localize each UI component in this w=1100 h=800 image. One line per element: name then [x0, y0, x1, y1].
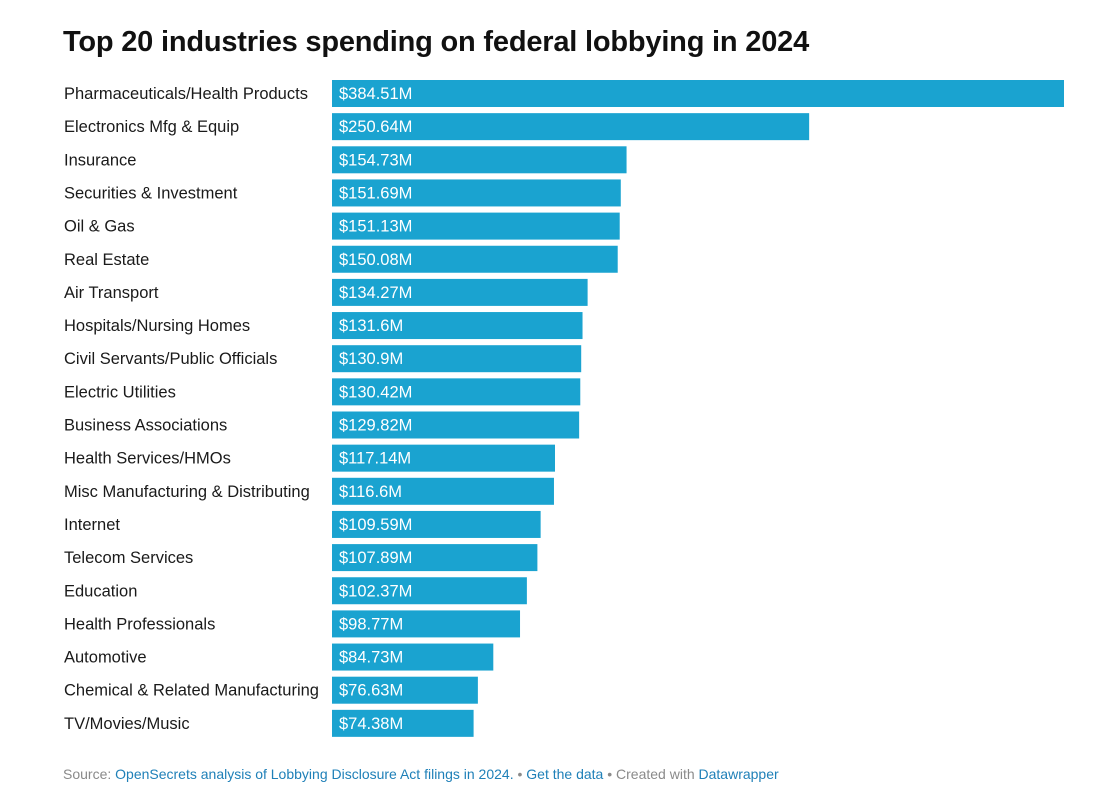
value-label: $107.89M [339, 549, 412, 567]
category-label: Electric Utilities [64, 383, 176, 401]
category-label: Health Professionals [64, 615, 215, 633]
bar [332, 676, 478, 704]
bar-row: Health Services/HMOs $117.14M [64, 444, 555, 472]
bar [332, 179, 621, 207]
value-label: $134.27M [339, 284, 412, 302]
bar-row: Securities & Investment $151.69M [64, 179, 621, 207]
bar [332, 643, 494, 671]
created-with-text: • Created with [603, 766, 699, 782]
bar [332, 378, 581, 406]
bar [332, 345, 582, 373]
value-label: $76.63M [339, 682, 403, 700]
bar [332, 212, 620, 240]
value-label: $98.77M [339, 615, 403, 633]
bar-row: Health Professionals $98.77M [64, 610, 521, 638]
chart-footer: Source: OpenSecrets analysis of Lobbying… [63, 766, 779, 782]
source-link[interactable]: OpenSecrets analysis of Lobbying Disclos… [115, 766, 514, 782]
footer-separator: • [513, 766, 527, 782]
value-label: $130.9M [339, 350, 403, 368]
bar [332, 146, 627, 174]
category-label: Internet [64, 516, 120, 534]
category-label: Automotive [64, 649, 147, 667]
bar [332, 709, 474, 737]
bar-row: Civil Servants/Public Officials $130.9M [64, 345, 582, 373]
bar-row: Automotive $84.73M [64, 643, 494, 671]
bar [332, 477, 554, 505]
category-label: Hospitals/Nursing Homes [64, 317, 250, 335]
value-label: $74.38M [339, 715, 403, 733]
category-label: Pharmaceuticals/Health Products [64, 85, 308, 103]
category-label: Civil Servants/Public Officials [64, 350, 277, 368]
chart-title: Top 20 industries spending on federal lo… [63, 26, 810, 58]
bar [332, 444, 555, 472]
bar [332, 544, 538, 572]
value-label: $154.73M [339, 151, 412, 169]
category-label: Business Associations [64, 417, 227, 435]
category-label: Education [64, 582, 137, 600]
bar-row: Education $102.37M [64, 577, 527, 605]
bar [332, 245, 618, 273]
value-label: $151.13M [339, 218, 412, 236]
category-label: TV/Movies/Music [64, 715, 190, 733]
value-label: $384.51M [339, 85, 412, 103]
bar-row: Misc Manufacturing & Distributing $116.6M [64, 477, 554, 505]
category-label: Misc Manufacturing & Distributing [64, 483, 310, 501]
value-label: $250.64M [339, 118, 412, 136]
bar [332, 80, 1064, 107]
bar-row: Chemical & Related Manufacturing $76.63M [64, 676, 478, 704]
category-label: Air Transport [64, 284, 159, 302]
value-label: $116.6M [339, 483, 402, 501]
bar-row: Oil & Gas $151.13M [64, 212, 620, 240]
category-label: Insurance [64, 151, 136, 169]
bar-row: Electric Utilities $130.42M [64, 378, 581, 406]
value-label: $109.59M [339, 516, 412, 534]
value-label: $129.82M [339, 417, 412, 435]
datawrapper-link[interactable]: Datawrapper [698, 766, 779, 782]
bar-row: Pharmaceuticals/Health Products $384.51M [64, 80, 1064, 107]
bar-row: Business Associations $129.82M [64, 411, 580, 439]
bar-row: Electronics Mfg & Equip $250.64M [64, 113, 810, 141]
value-label: $150.08M [339, 251, 412, 269]
bar-row: Real Estate $150.08M [64, 245, 618, 273]
category-label: Telecom Services [64, 549, 193, 567]
bar-row: Telecom Services $107.89M [64, 544, 538, 572]
category-label: Chemical & Related Manufacturing [64, 682, 319, 700]
value-label: $84.73M [339, 649, 403, 667]
category-label: Electronics Mfg & Equip [64, 118, 239, 136]
value-label: $131.6M [339, 317, 403, 335]
bar-row: TV/Movies/Music $74.38M [64, 709, 474, 737]
bar-chart: Pharmaceuticals/Health Products $384.51M E… [64, 80, 1064, 737]
bar [332, 312, 583, 340]
bar [332, 411, 580, 439]
bar-row: Hospitals/Nursing Homes $131.6M [64, 312, 583, 340]
bar [332, 610, 521, 638]
value-label: $117.14M [339, 450, 411, 468]
bar [332, 113, 810, 141]
bar [332, 510, 541, 538]
get-data-link[interactable]: Get the data [526, 766, 604, 782]
bar-row: Air Transport $134.27M [64, 278, 588, 306]
category-label: Real Estate [64, 251, 149, 269]
category-label: Oil & Gas [64, 218, 135, 236]
bar [332, 577, 527, 605]
category-label: Securities & Investment [64, 184, 238, 202]
bar-row: Internet $109.59M [64, 510, 541, 538]
value-label: $130.42M [339, 383, 412, 401]
value-label: $151.69M [339, 184, 412, 202]
bar-row: Insurance $154.73M [64, 146, 627, 174]
category-label: Health Services/HMOs [64, 450, 231, 468]
value-label: $102.37M [339, 582, 412, 600]
source-prefix: Source: [63, 766, 116, 782]
bar [332, 278, 588, 306]
